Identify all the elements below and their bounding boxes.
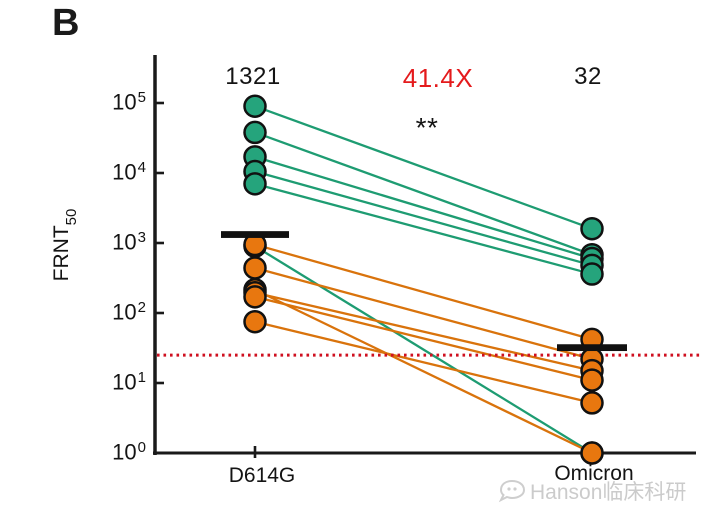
orange-group-pair-line bbox=[254, 295, 593, 382]
orange-group-data-point bbox=[580, 368, 604, 392]
watermark: Hanson临床科研 bbox=[497, 476, 686, 506]
orange-group-pair-line bbox=[254, 288, 593, 455]
y-axis-title-subscript: 50 bbox=[63, 208, 81, 226]
orange-group-data-point bbox=[580, 391, 604, 415]
orange-group-data-point bbox=[243, 256, 267, 280]
y-tick-label-10e3: 103 bbox=[112, 229, 146, 255]
green-group-pair-line bbox=[254, 182, 593, 276]
green-group-pair-line bbox=[254, 245, 593, 454]
x-category-omicron: Omicron bbox=[554, 462, 634, 485]
green-group-data-point bbox=[580, 216, 604, 241]
y-tick-label-10e4: 104 bbox=[112, 159, 146, 185]
panel-label: B bbox=[52, 2, 80, 44]
y-tick-label-10e0: 100 bbox=[112, 439, 146, 465]
green-group-data-point bbox=[580, 262, 604, 286]
green-group-data-point bbox=[243, 172, 267, 196]
fold-change-label: 41.4X bbox=[402, 63, 474, 93]
orange-group-pair-line bbox=[254, 266, 593, 361]
median-bar-right bbox=[557, 344, 627, 352]
orange-group-data-point bbox=[580, 441, 604, 465]
significance-asterisks: ** bbox=[415, 112, 439, 143]
watermark-text: Hanson临床科研 bbox=[530, 481, 687, 504]
green-group-pair-line bbox=[254, 170, 593, 267]
y-axis-title: FRNT50 bbox=[50, 195, 80, 295]
y-tick-label-10e2: 102 bbox=[112, 299, 146, 325]
green-group-data-point bbox=[243, 120, 267, 145]
orange-group-data-point bbox=[243, 309, 267, 334]
y-tick-label-10e1: 101 bbox=[112, 369, 146, 395]
right-gmt-label: 32 bbox=[574, 63, 602, 90]
left-gmt-label: 1321 bbox=[225, 63, 281, 90]
median-bar-left bbox=[221, 231, 289, 238]
orange-group-pair-line bbox=[254, 320, 593, 404]
watermark-logo bbox=[498, 479, 526, 503]
y-tick-label-10e5: 105 bbox=[112, 89, 146, 115]
green-group-pair-line bbox=[254, 105, 593, 230]
green-group-pair-line bbox=[254, 131, 593, 256]
y-axis-title-text: FRNT bbox=[50, 225, 73, 282]
orange-group-pair-line bbox=[254, 291, 593, 372]
orange-group-data-point bbox=[243, 285, 267, 309]
orange-group-pair-line bbox=[254, 243, 593, 341]
green-group-pair-line bbox=[254, 155, 593, 260]
green-group-data-point bbox=[243, 94, 267, 118]
x-category-d614g: D614G bbox=[228, 464, 296, 487]
